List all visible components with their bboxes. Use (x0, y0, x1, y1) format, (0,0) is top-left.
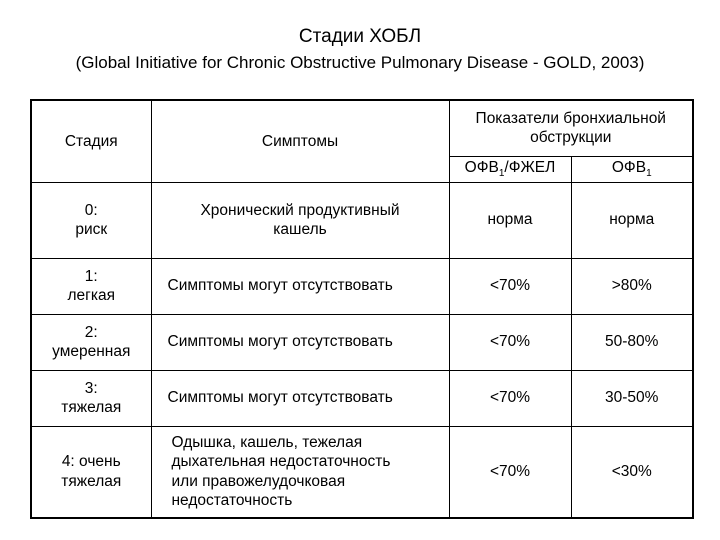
stage-cell: 2: умеренная (30, 313, 152, 371)
header-row: Стадия Симптомы Показатели бронхиальной … (30, 99, 694, 183)
fev1-cell: 50-80% (570, 313, 694, 371)
fev1-cell: <30% (570, 425, 694, 519)
gold-stages-table: Стадия Симптомы Показатели бронхиальной … (30, 99, 695, 519)
subheader-row: ОФВ1/ФЖЕЛ ОФВ1 (31, 155, 694, 183)
fev1-cell: >80% (570, 257, 694, 315)
page-title: Стадии ХОБЛ (298, 26, 422, 47)
symptoms-cell: Одышка, кашель, тежелая дыхательная недо… (150, 425, 450, 519)
table-row: 2: умеренная Симптомы могут отсутствовать… (30, 313, 694, 371)
table-row: 0: риск Хронический продуктивный кашель н… (30, 181, 694, 259)
header-fev1-fvc: ОФВ1/ФЖЕЛ (448, 155, 572, 183)
fev1-fvc-cell: норма (448, 181, 572, 259)
table-row: 1: легкая Симптомы могут отсутствовать <7… (30, 257, 694, 315)
header-symptoms: Симптомы (150, 99, 450, 183)
header-obstruction: Показатели бронхиальной обструкции (448, 99, 694, 157)
symptoms-cell: Симптомы могут отсутствовать (150, 257, 450, 315)
fev1-fvc-cell: <70% (448, 369, 572, 427)
table-row: 3: тяжелая Симптомы могут отсутствовать <… (30, 369, 694, 427)
fev1-fvc-cell: <70% (448, 425, 572, 519)
fev1-fvc-cell: <70% (448, 257, 572, 315)
stage-cell: 1: легкая (30, 257, 152, 315)
header-fev1: ОФВ1 (570, 155, 694, 183)
header-stage: Стадия (30, 99, 152, 183)
fev1-cell: норма (570, 181, 694, 259)
stage-cell: 3: тяжелая (30, 369, 152, 427)
symptoms-cell: Симптомы могут отсутствовать (150, 313, 450, 371)
table-row: 4: очень тяжелая Одышка, кашель, тежелая … (30, 425, 694, 519)
symptoms-cell: Симптомы могут отсутствовать (150, 369, 450, 427)
symptoms-cell: Хронический продуктивный кашель (150, 181, 450, 259)
fev1-fvc-cell: <70% (448, 313, 572, 371)
stage-cell: 4: очень тяжелая (30, 425, 152, 519)
stage-cell: 0: риск (30, 181, 152, 259)
page-subtitle: (Global Initiative for Chronic Obstructi… (75, 53, 645, 72)
fev1-cell: 30-50% (570, 369, 694, 427)
